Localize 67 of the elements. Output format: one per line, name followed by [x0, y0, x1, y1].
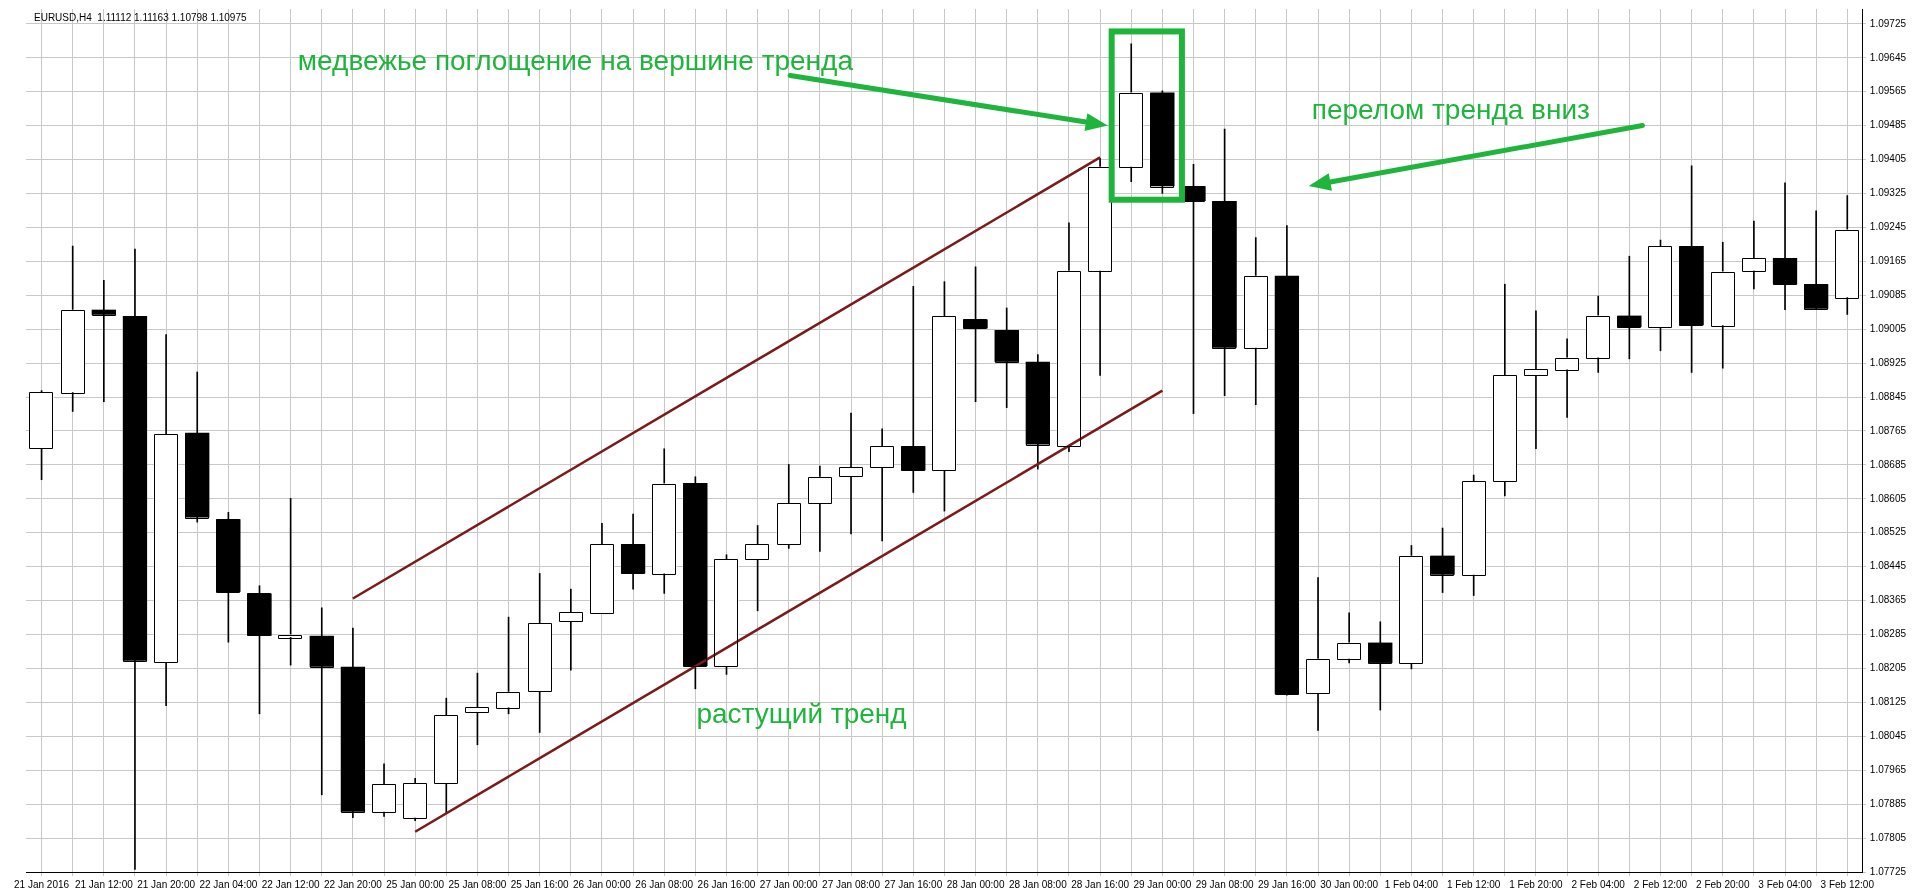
- x-tick-label: 26 Jan 08:00: [635, 878, 694, 890]
- y-tick-label: 1.08525: [1869, 526, 1907, 538]
- candlestick: [1523, 310, 1549, 450]
- candlestick: [1772, 182, 1798, 310]
- y-tick-label: 1.09325: [1869, 187, 1907, 199]
- x-tick-label: 29 Jan 08:00: [1195, 878, 1254, 890]
- annotation: перелом тренда вниз: [1311, 93, 1590, 125]
- candlestick: [1305, 577, 1331, 731]
- y-tick-label: 1.09565: [1869, 85, 1907, 97]
- x-tick-label: 21 Jan 12:00: [74, 878, 134, 890]
- y-tick-label: 1.08365: [1869, 594, 1907, 606]
- y-tick-label: 1.09725: [1869, 17, 1907, 29]
- x-tick-label: 3 Feb 04:00: [1758, 878, 1813, 890]
- y-tick-label: 1.09005: [1869, 322, 1907, 334]
- x-tick-label: 27 Jan 16:00: [884, 878, 943, 890]
- y-tick-label: 1.08925: [1869, 356, 1907, 368]
- x-tick-label: 28 Jan 08:00: [1008, 878, 1068, 890]
- candlestick: [838, 412, 864, 535]
- x-tick-label: 29 Jan 16:00: [1257, 878, 1317, 890]
- x-tick-label: 25 Jan 16:00: [510, 878, 570, 890]
- x-tick-label: 1 Feb 12:00: [1447, 878, 1501, 890]
- y-tick-label: 1.08605: [1869, 492, 1907, 504]
- y-tick-label: 1.09085: [1869, 289, 1907, 300]
- x-tick-label: 26 Jan 16:00: [697, 878, 756, 890]
- x-tick-label: 1 Feb 04:00: [1384, 878, 1439, 890]
- candlestick: [558, 588, 583, 671]
- x-tick-label: 25 Jan 08:00: [448, 878, 507, 890]
- y-tick-label: 1.09645: [1869, 51, 1907, 63]
- x-tick-label: 28 Jan 00:00: [946, 878, 1005, 890]
- x-tick-label: 27 Jan 00:00: [759, 878, 819, 890]
- y-tick-label: 1.07885: [1869, 797, 1907, 809]
- y-tick-label: 1.08045: [1869, 730, 1907, 742]
- x-tick-label: 30 Jan 00:00: [1320, 878, 1379, 890]
- y-tick-label: 1.07725: [1869, 865, 1907, 877]
- annotation: медвежье поглощение на вершине тренда: [297, 45, 854, 77]
- x-tick-label: 3 Feb 12:00: [1820, 878, 1875, 890]
- x-tick-label: 2 Feb 20:00: [1696, 878, 1750, 890]
- y-tick-label: 1.07965: [1869, 763, 1907, 775]
- y-tick-label: 1.08445: [1869, 560, 1907, 572]
- x-tick-label: 22 Jan 04:00: [199, 878, 258, 890]
- y-tick-label: 1.09485: [1869, 119, 1907, 131]
- candlestick: [870, 428, 895, 542]
- x-tick-label: 25 Jan 00:00: [386, 878, 445, 890]
- y-tick-label: 1.08205: [1869, 662, 1907, 674]
- y-tick-label: 1.09165: [1869, 255, 1907, 267]
- y-tick-label: 1.08845: [1869, 390, 1907, 402]
- y-tick-label: 1.08125: [1869, 696, 1907, 708]
- x-tick-label: 1 Feb 20:00: [1509, 878, 1564, 890]
- y-tick-label: 1.08765: [1869, 424, 1907, 436]
- chart-title: EURUSD,H4 1.11112 1.11163 1.10798 1.10975: [34, 11, 247, 23]
- y-tick-label: 1.07805: [1869, 831, 1907, 843]
- x-tick-label: 22 Jan 12:00: [261, 878, 320, 890]
- annotation: растущий тренд: [696, 697, 907, 729]
- x-tick-label: 28 Jan 16:00: [1071, 878, 1130, 890]
- x-tick-label: 26 Jan 00:00: [573, 878, 632, 890]
- y-tick-label: 1.08685: [1869, 458, 1907, 470]
- candlestick: [901, 286, 926, 493]
- x-tick-label: 22 Jan 20:00: [323, 878, 383, 890]
- y-tick-label: 1.08285: [1869, 628, 1907, 640]
- x-tick-label: 21 Jan 2016: [14, 878, 70, 890]
- x-tick-label: 2 Feb 12:00: [1633, 878, 1688, 890]
- x-tick-label: 21 Jan 20:00: [137, 878, 196, 890]
- x-tick-label: 2 Feb 04:00: [1571, 878, 1626, 890]
- x-tick-label: 29 Jan 00:00: [1133, 878, 1192, 890]
- x-tick-label: 27 Jan 08:00: [822, 878, 881, 890]
- y-tick-label: 1.09405: [1869, 153, 1907, 165]
- y-tick-label: 1.09245: [1869, 221, 1907, 233]
